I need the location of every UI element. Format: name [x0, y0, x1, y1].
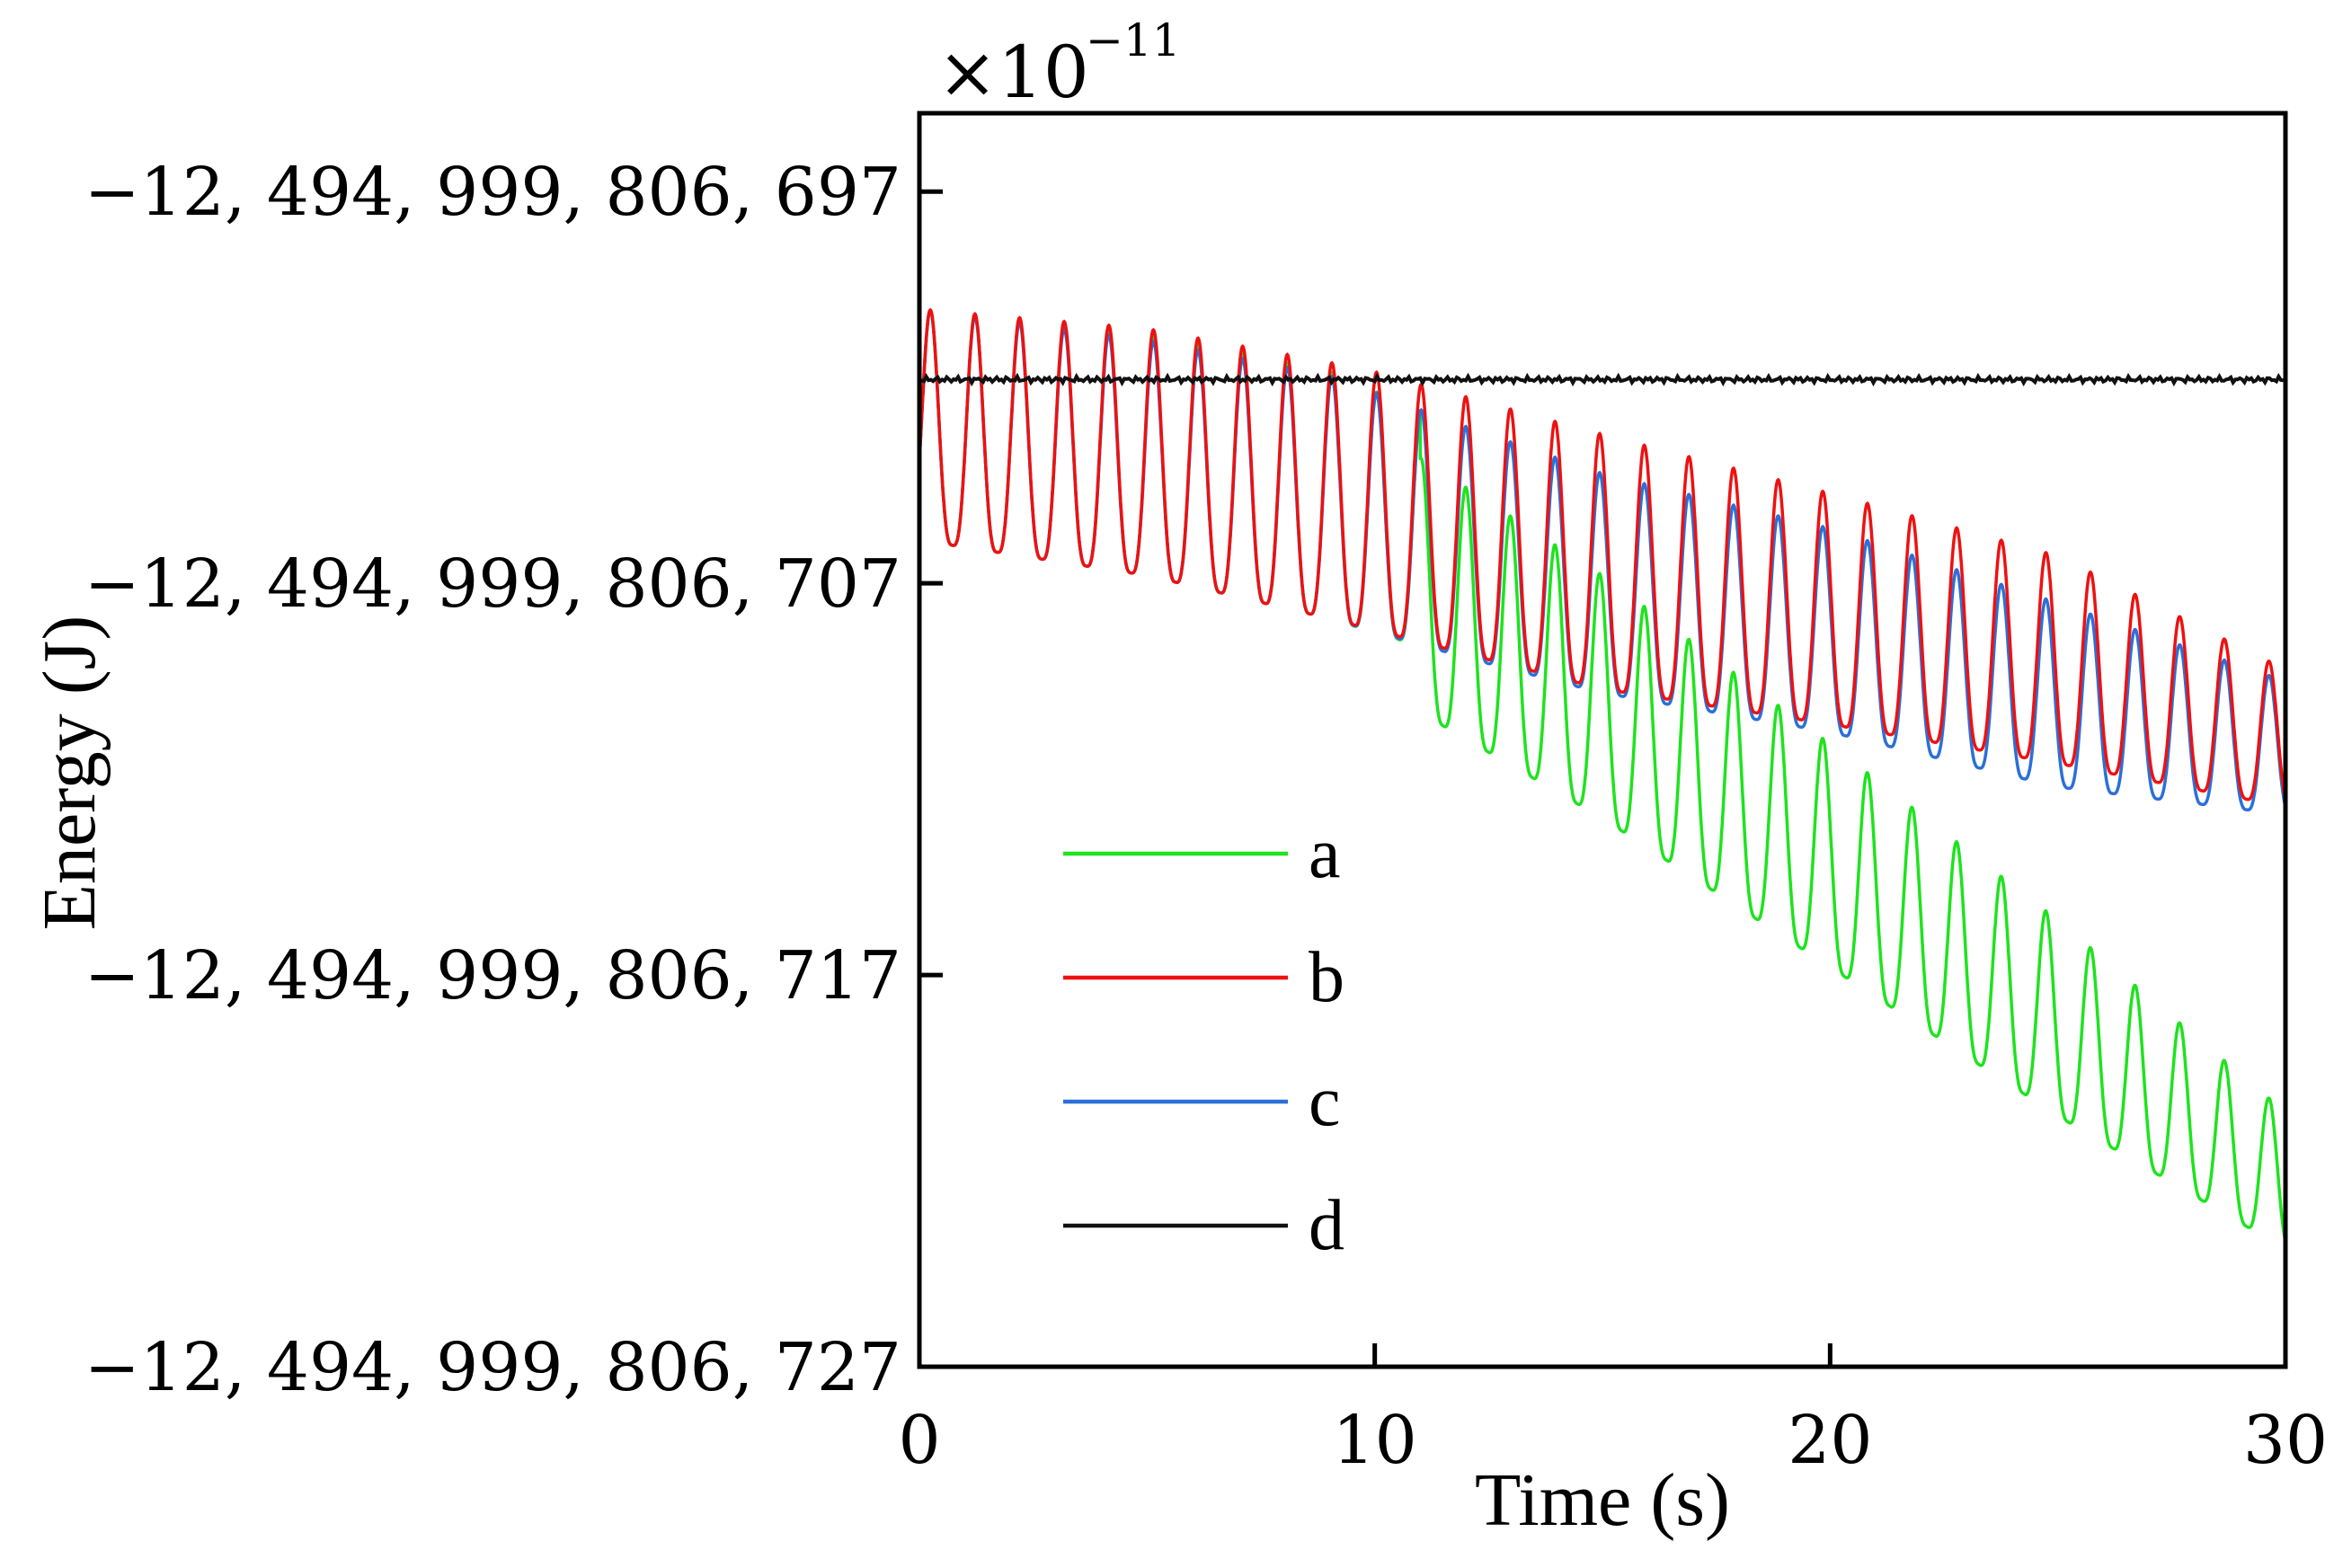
series-layer — [918, 307, 2287, 1243]
y-tick-label: −12, 494, 999, 806, 707 — [84, 545, 901, 623]
x-tick-label: 20 — [1788, 1402, 1872, 1479]
y-multiplier-prefix: ×10 — [937, 31, 1089, 114]
legend-label-a: a — [1309, 814, 1341, 893]
legend-label-d: d — [1309, 1186, 1344, 1265]
series-b-line — [918, 307, 2287, 802]
legend-label-c: c — [1309, 1062, 1341, 1141]
x-axis-ticks: 0 10 20 30 — [898, 1343, 2328, 1479]
series-d-line — [919, 372, 2284, 387]
y-multiplier: ×10 −11 — [937, 14, 1181, 114]
plot-frame — [917, 111, 2288, 1369]
x-tick-label: 10 — [1333, 1402, 1417, 1479]
y-multiplier-exponent: −11 — [1086, 14, 1181, 66]
legend-label-b: b — [1309, 938, 1344, 1017]
x-tick-label: 0 — [898, 1402, 940, 1479]
x-tick-label: 30 — [2243, 1402, 2328, 1479]
x-axis-title: Time (s) — [1475, 1458, 1730, 1542]
y-tick-label: −12, 494, 999, 806, 727 — [84, 1329, 901, 1406]
y-tick-label: −12, 494, 999, 806, 717 — [84, 937, 901, 1014]
y-axis-title: Energy (J) — [28, 616, 111, 931]
y-tick-label: −12, 494, 999, 806, 697 — [84, 154, 901, 231]
y-axis-ticks: −12, 494, 999, 806, 697 −12, 494, 999, 80… — [84, 154, 943, 1406]
